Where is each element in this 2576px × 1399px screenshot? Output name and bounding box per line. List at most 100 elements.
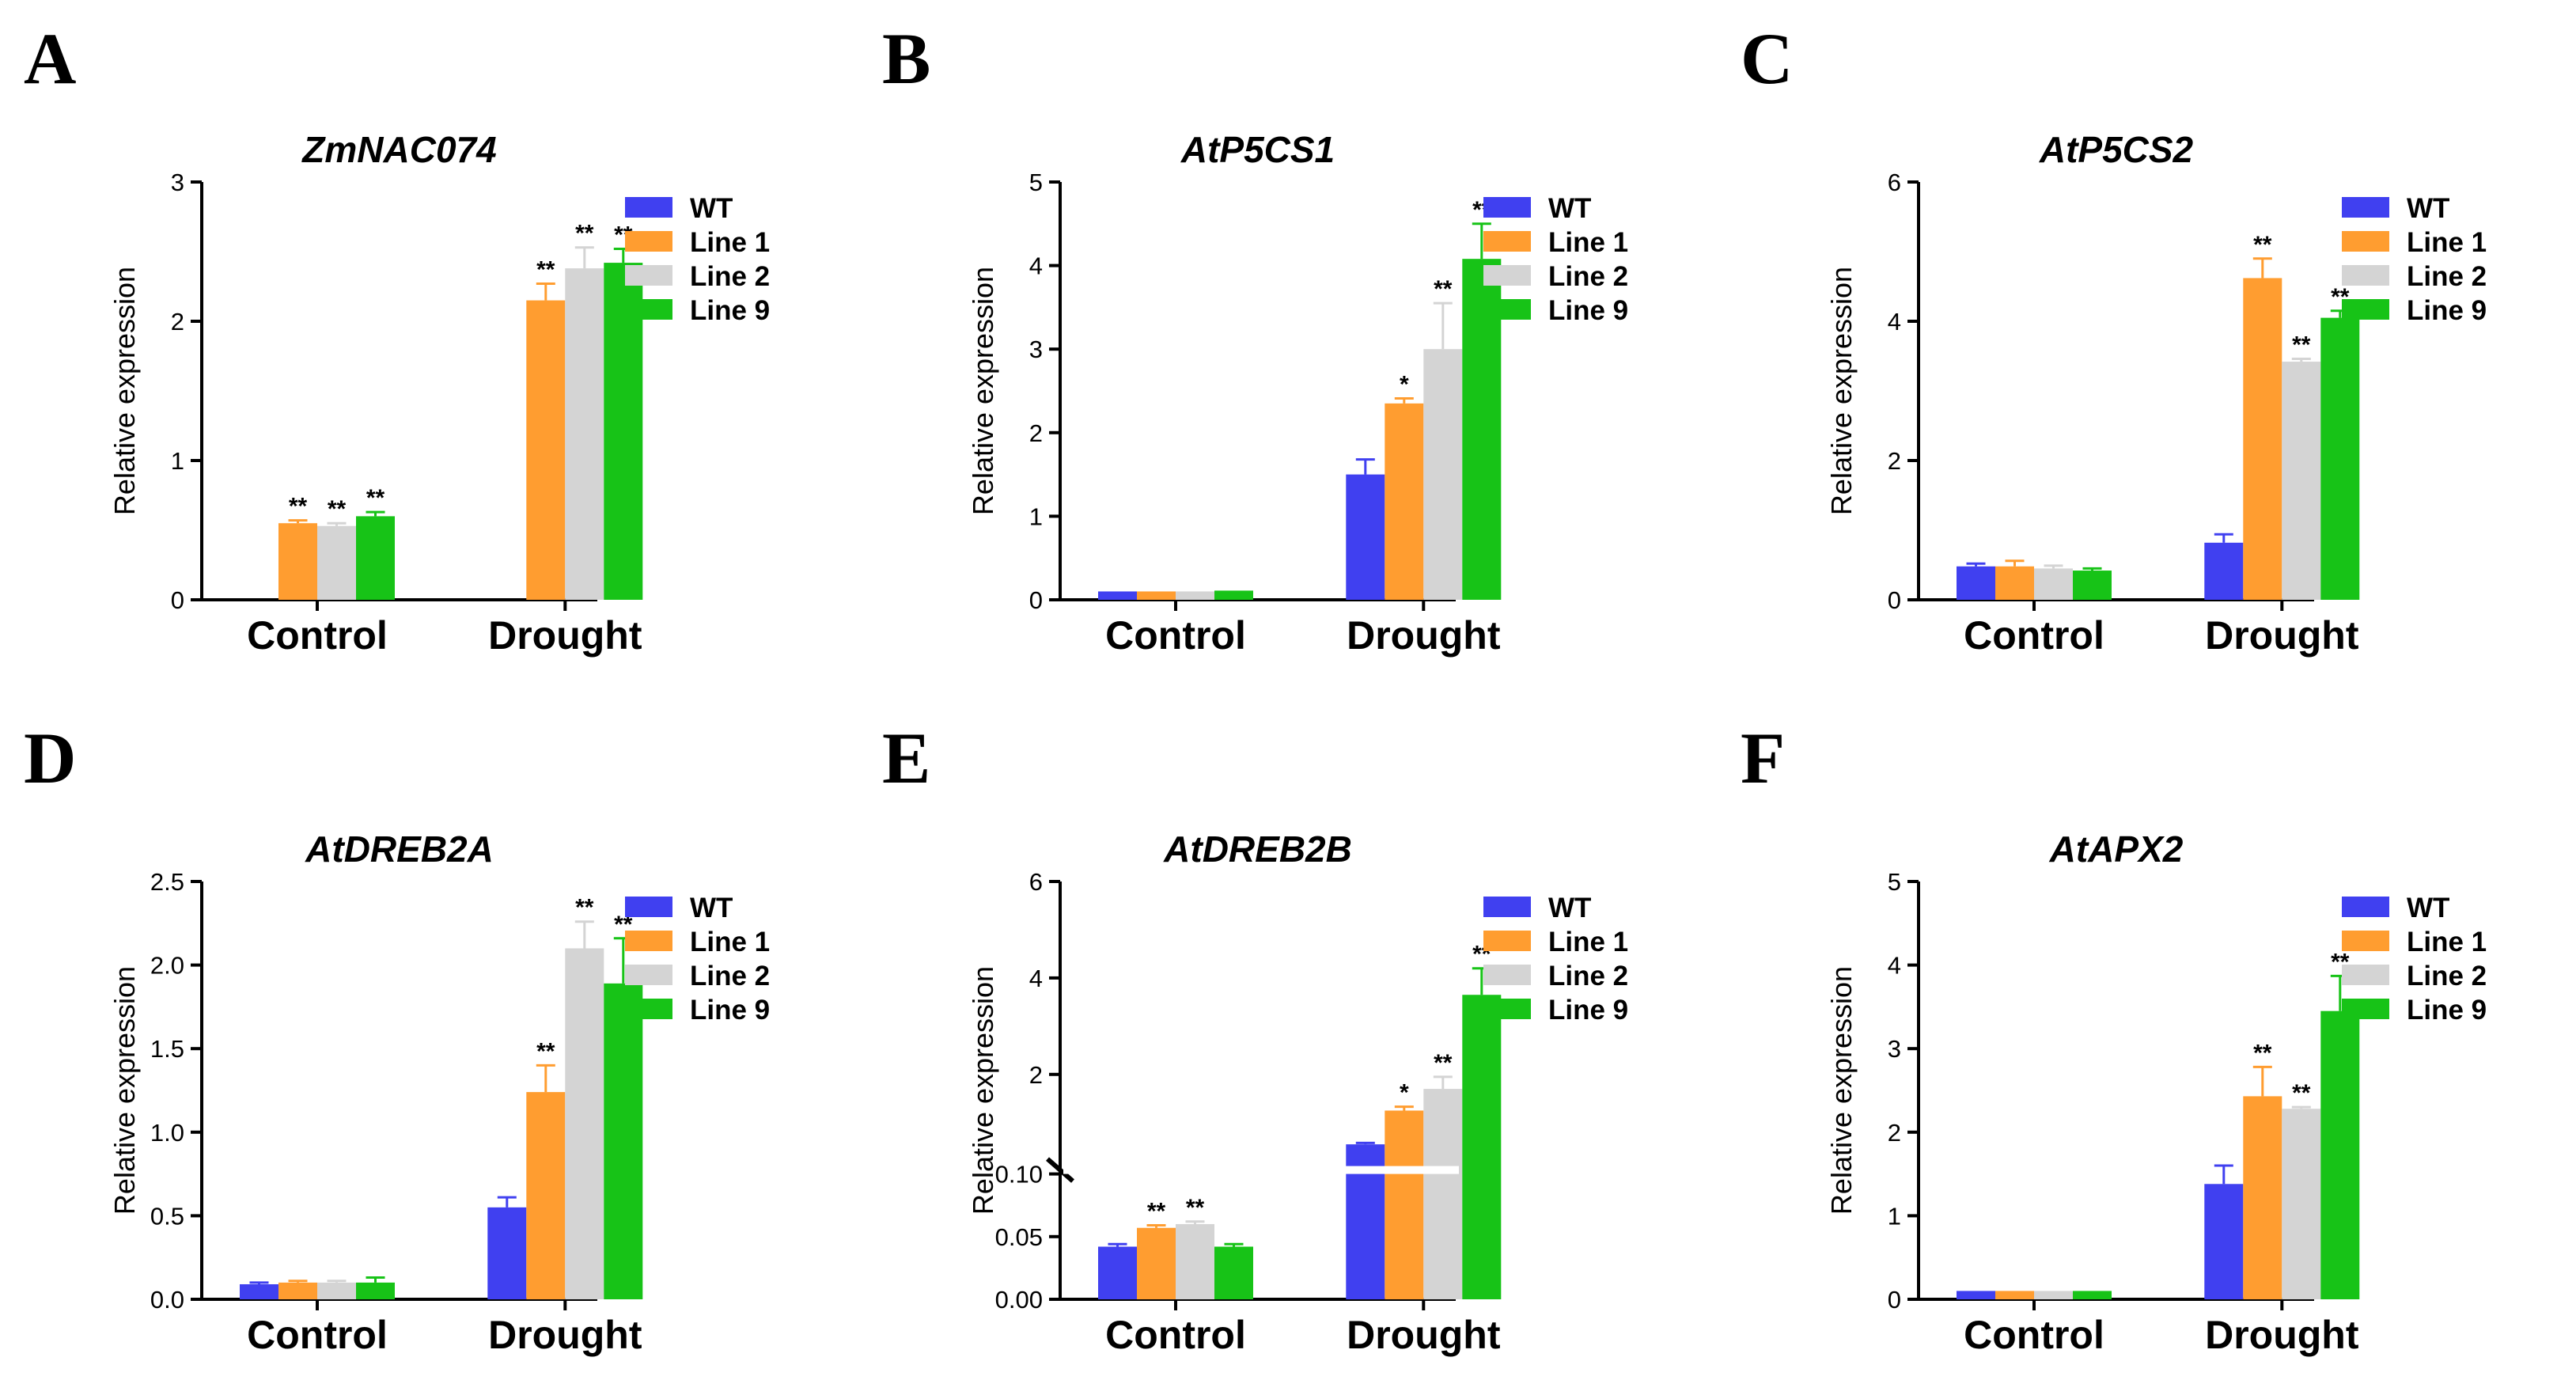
significance-label: ** bbox=[366, 485, 385, 511]
y-tick-label: 0.00 bbox=[995, 1286, 1043, 1314]
legend-label: Line 9 bbox=[2407, 295, 2487, 326]
y-tick-label: 0.5 bbox=[150, 1202, 184, 1230]
y-tick-label: 3 bbox=[1029, 336, 1043, 363]
panel-letter: D bbox=[24, 718, 76, 798]
y-tick-label: 3 bbox=[1888, 1035, 1901, 1063]
bar-line-9 bbox=[2320, 1010, 2360, 1299]
legend-label: Line 2 bbox=[690, 961, 770, 991]
bar-line-1 bbox=[1995, 566, 2034, 600]
significance-label: * bbox=[1400, 1080, 1409, 1106]
bar-line-9 bbox=[1462, 995, 1502, 1299]
y-tick-label: 6 bbox=[1029, 868, 1043, 896]
legend-swatch-line-9 bbox=[625, 299, 672, 320]
bar-line-1 bbox=[526, 1092, 566, 1299]
y-tick-label: 0 bbox=[1029, 586, 1043, 614]
panel-c: C AtP5CS2 Relative expression 0 2 4 6 Control Dr… bbox=[1741, 18, 2487, 658]
bar-line-2 bbox=[317, 525, 356, 600]
bar-line-9 bbox=[2320, 317, 2360, 600]
legend-label: WT bbox=[1548, 193, 1591, 224]
panel-a: A ZmNAC074 Relative expression 0 1 2 3 Control *… bbox=[24, 18, 770, 658]
bar-line-2 bbox=[565, 948, 604, 1299]
significance-label: * bbox=[1400, 372, 1409, 398]
legend-swatch-line-9 bbox=[1483, 299, 1531, 320]
bar-line-2 bbox=[2282, 362, 2321, 600]
y-axis-label: Relative expression bbox=[1825, 267, 1858, 515]
x-category-label: Control bbox=[247, 1313, 388, 1357]
legend-swatch-line-1 bbox=[1483, 231, 1531, 252]
legend-swatch-line-9 bbox=[2342, 999, 2389, 1019]
bar-line-1 bbox=[1385, 403, 1424, 600]
bar-line-2 bbox=[2034, 568, 2073, 600]
legend-swatch-line-2 bbox=[1483, 965, 1531, 985]
bar-wt bbox=[1957, 566, 1995, 600]
legend-swatch-wt bbox=[1483, 897, 1531, 917]
legend-swatch-line-9 bbox=[1483, 999, 1531, 1019]
legend-label: Line 9 bbox=[690, 995, 770, 1026]
chart-title: AtP5CS2 bbox=[2039, 129, 2194, 170]
legend-swatch-line-1 bbox=[2342, 231, 2389, 252]
legend-label: Line 2 bbox=[1548, 261, 1628, 292]
legend-label: Line 9 bbox=[2407, 995, 2487, 1026]
y-tick-label: 0 bbox=[1888, 1286, 1901, 1314]
x-category-label: Control bbox=[1964, 1313, 2104, 1357]
x-category-label: Control bbox=[247, 613, 388, 658]
legend-label: WT bbox=[690, 193, 733, 224]
axis-break-marker bbox=[1046, 1157, 1074, 1183]
legend-swatch-wt bbox=[625, 897, 672, 917]
x-category-label: Drought bbox=[2205, 1313, 2359, 1357]
x-category-label: Drought bbox=[1347, 613, 1501, 658]
bar-wt bbox=[1346, 474, 1385, 600]
bar-line-9 bbox=[2073, 571, 2112, 600]
y-tick-label: 2 bbox=[171, 308, 184, 336]
axis-break-gap bbox=[1063, 1166, 1459, 1174]
bar-wt bbox=[2204, 1184, 2244, 1299]
bar-line-1 bbox=[2243, 278, 2282, 600]
bar-line-1 bbox=[2243, 1096, 2282, 1299]
y-tick-label: 2 bbox=[1029, 1061, 1043, 1089]
x-category-label: Control bbox=[1105, 613, 1246, 658]
legend-swatch-wt bbox=[1483, 197, 1531, 218]
panel-d: D AtDREB2A Relative expression 0.0 0.5 1.0 1.5… bbox=[24, 718, 770, 1357]
significance-label: ** bbox=[575, 895, 594, 921]
y-axis-label: Relative expression bbox=[108, 267, 141, 515]
x-category-label: Control bbox=[1964, 613, 2104, 658]
legend-label: WT bbox=[2407, 193, 2449, 224]
legend-swatch-line-9 bbox=[2342, 299, 2389, 320]
significance-label: ** bbox=[2253, 1040, 2272, 1066]
y-tick-label: 2.5 bbox=[150, 868, 184, 896]
bar-wt bbox=[1098, 1246, 1137, 1299]
panel-letter: A bbox=[24, 18, 76, 99]
legend-label: WT bbox=[2407, 893, 2449, 923]
panel-letter: C bbox=[1741, 18, 1793, 99]
bar-wt bbox=[1957, 1291, 1995, 1299]
y-tick-label: 1 bbox=[1029, 502, 1043, 530]
y-tick-label: 0.05 bbox=[995, 1223, 1043, 1251]
y-tick-label: 5 bbox=[1888, 868, 1901, 896]
legend-label: WT bbox=[1548, 893, 1591, 923]
legend-swatch-line-1 bbox=[625, 931, 672, 951]
significance-label: ** bbox=[2253, 232, 2272, 258]
legend-swatch-line-2 bbox=[1483, 265, 1531, 286]
bar-wt bbox=[487, 1207, 527, 1299]
bar-wt bbox=[240, 1283, 278, 1299]
y-tick-label: 6 bbox=[1888, 169, 1901, 196]
legend-label: WT bbox=[690, 893, 733, 923]
panel-b: B AtP5CS1 Relative expression 0 1 2 3 4 5 Control… bbox=[882, 18, 1628, 658]
chart-title: AtP5CS1 bbox=[1180, 129, 1335, 170]
legend-swatch-wt bbox=[2342, 897, 2389, 917]
chart-title: ZmNAC074 bbox=[301, 129, 496, 170]
chart-title: AtDREB2A bbox=[305, 828, 494, 870]
x-category-label: Drought bbox=[488, 1313, 642, 1357]
y-tick-label: 4 bbox=[1029, 252, 1043, 280]
bar-line-1 bbox=[278, 523, 317, 600]
bar-line-2 bbox=[2034, 1291, 2073, 1299]
legend-label: Line 2 bbox=[2407, 961, 2487, 991]
significance-label: ** bbox=[575, 221, 594, 247]
y-tick-label: 2 bbox=[1888, 1119, 1901, 1147]
significance-label: ** bbox=[1434, 276, 1453, 302]
y-tick-label: 4 bbox=[1888, 952, 1901, 980]
